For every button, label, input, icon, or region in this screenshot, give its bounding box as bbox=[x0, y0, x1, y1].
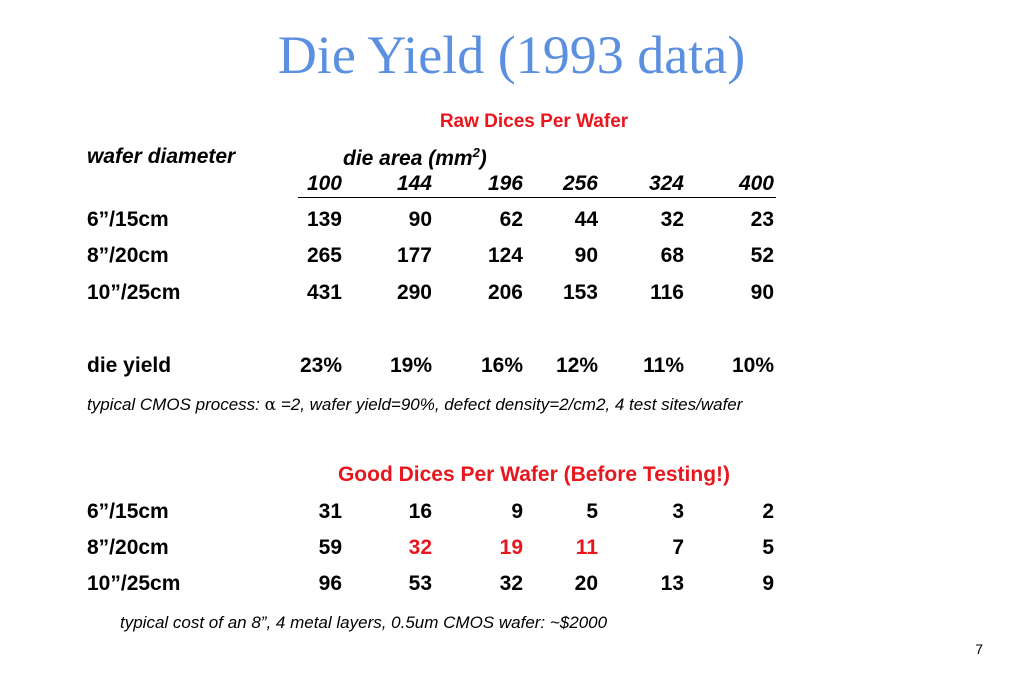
process-note-suffix: =2, wafer yield=90%, defect density=2/cm… bbox=[276, 395, 743, 414]
die-area-value: 256 bbox=[562, 172, 598, 195]
table-cell: 90 bbox=[574, 244, 598, 267]
table-cell: 206 bbox=[487, 281, 523, 304]
table-cell: 44 bbox=[574, 208, 598, 231]
table-cell: 53 bbox=[408, 572, 432, 595]
die-area-value: 100 bbox=[306, 172, 342, 195]
table-cell: 13 bbox=[660, 572, 684, 595]
die-yield-label: die yield bbox=[87, 354, 172, 377]
table-cell: 68 bbox=[660, 244, 684, 267]
table-cell: 5 bbox=[586, 500, 598, 523]
table-cell: 5 bbox=[762, 536, 774, 559]
die-area-header-close: ) bbox=[479, 147, 487, 170]
die-yield-value: 23% bbox=[299, 354, 342, 377]
table-cell: 139 bbox=[306, 208, 342, 231]
table-cell: 59 bbox=[318, 536, 342, 559]
die-area-value: 400 bbox=[738, 172, 774, 195]
table-cell: 90 bbox=[408, 208, 432, 231]
table-cell: 265 bbox=[306, 244, 342, 267]
table-cell: 90 bbox=[750, 281, 774, 304]
table-cell: 9 bbox=[762, 572, 774, 595]
alpha-symbol: α bbox=[264, 395, 277, 415]
die-yield-value: 12% bbox=[555, 354, 598, 377]
table-row-label: 10”/25cm bbox=[87, 572, 181, 595]
table-row-label: 8”/20cm bbox=[87, 244, 169, 267]
die-yield-value: 19% bbox=[389, 354, 432, 377]
die-area-value: 324 bbox=[648, 172, 684, 195]
good-dices-heading: Good Dices Per Wafer (Before Testing!) bbox=[337, 463, 731, 486]
wafer-diameter-header: wafer diameter bbox=[87, 145, 236, 168]
table-cell: 9 bbox=[511, 500, 523, 523]
die-area-value: 144 bbox=[396, 172, 432, 195]
table-cell: 20 bbox=[574, 572, 598, 595]
table-cell: 62 bbox=[499, 208, 523, 231]
table-cell: 153 bbox=[562, 281, 598, 304]
process-note-prefix: typical CMOS process: bbox=[87, 395, 265, 414]
die-yield-value: 11% bbox=[643, 354, 684, 377]
table-cell: 16 bbox=[408, 500, 432, 523]
highlighted-cell: 32 bbox=[408, 536, 432, 559]
die-area-header: die area (mm2) bbox=[343, 145, 487, 171]
table-cell: 116 bbox=[650, 281, 684, 304]
die-area-header-text: die area (mm bbox=[343, 147, 473, 170]
table-cell: 31 bbox=[318, 500, 342, 523]
table-cell: 32 bbox=[499, 572, 523, 595]
table-cell: 431 bbox=[306, 281, 342, 304]
wafer-cost-note: typical cost of an 8”, 4 metal layers, 0… bbox=[120, 613, 608, 632]
table-cell: 7 bbox=[672, 536, 684, 559]
highlighted-cell: 19 bbox=[499, 536, 523, 559]
header-underline bbox=[298, 197, 776, 198]
die-yield-value: 10% bbox=[731, 354, 774, 377]
die-area-header-superscript: 2 bbox=[472, 145, 480, 160]
table-row-label: 6”/15cm bbox=[87, 208, 169, 231]
table-cell: 2 bbox=[762, 500, 774, 523]
raw-dices-heading: Raw Dices Per Wafer bbox=[439, 111, 629, 132]
table-cell: 23 bbox=[750, 208, 774, 231]
table-cell: 177 bbox=[396, 244, 432, 267]
page-number: 7 bbox=[975, 641, 983, 657]
table-cell: 32 bbox=[660, 208, 684, 231]
die-area-value: 196 bbox=[487, 172, 523, 195]
table-row-label: 6”/15cm bbox=[87, 500, 169, 523]
table-row-label: 8”/20cm bbox=[87, 536, 169, 559]
table-cell: 96 bbox=[318, 572, 342, 595]
highlighted-cell: 11 bbox=[575, 536, 598, 559]
process-note: typical CMOS process: α =2, wafer yield=… bbox=[87, 395, 742, 415]
table-cell: 52 bbox=[750, 244, 774, 267]
table-row-label: 10”/25cm bbox=[87, 281, 181, 304]
table-cell: 3 bbox=[672, 500, 684, 523]
slide-title: Die Yield (1993 data) bbox=[277, 25, 746, 85]
die-yield-value: 16% bbox=[480, 354, 523, 377]
table-cell: 124 bbox=[487, 244, 523, 267]
table-cell: 290 bbox=[396, 281, 432, 304]
